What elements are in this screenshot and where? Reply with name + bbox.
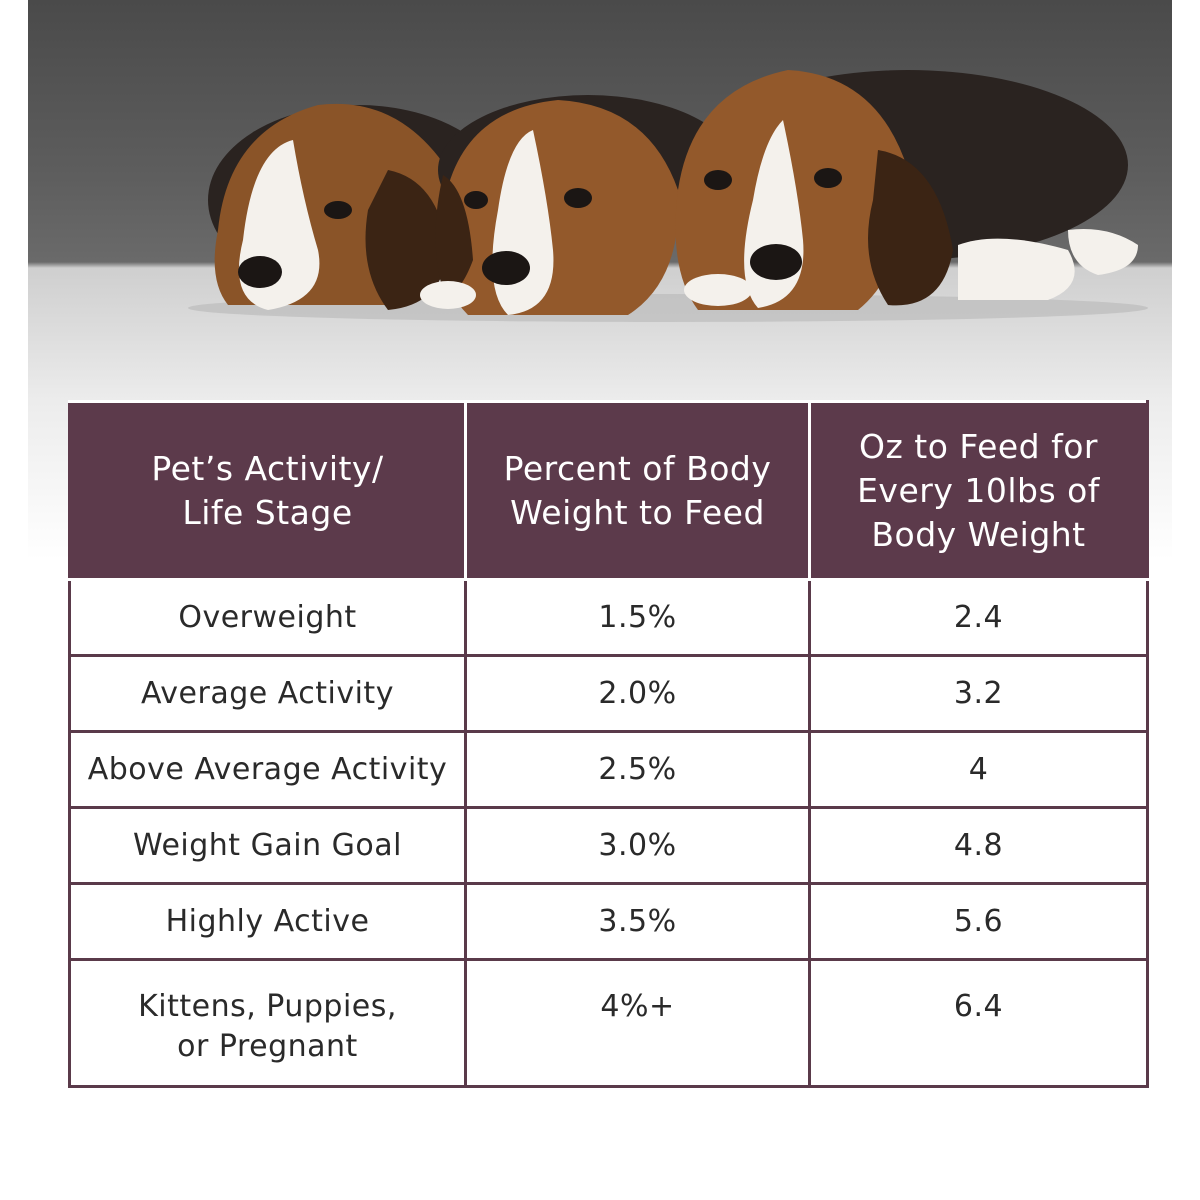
oz-cell: 3.2: [808, 654, 1149, 733]
puppy-left: [208, 103, 508, 310]
oz-cell: 4.8: [808, 806, 1149, 885]
table-row: Overweight 1.5% 2.4: [68, 578, 1149, 657]
table-row: Highly Active 3.5% 5.6: [68, 882, 1149, 961]
table-header-row: Pet’s Activity/ Life Stage Percent of Bo…: [68, 400, 1149, 581]
oz-cell: 4: [808, 730, 1149, 809]
percent-cell: 2.5%: [464, 730, 811, 809]
stage-cell: Overweight: [68, 578, 467, 657]
table-row: Weight Gain Goal 3.0% 4.8: [68, 806, 1149, 885]
percent-cell: 4%+: [464, 958, 811, 1088]
table-row: Average Activity 2.0% 3.2: [68, 654, 1149, 733]
puppies-illustration: [188, 70, 1148, 322]
percent-cell: 3.5%: [464, 882, 811, 961]
header-percent-body-weight: Percent of Body Weight to Feed: [464, 400, 811, 581]
oz-cell: 5.6: [808, 882, 1149, 961]
header-oz-per-10lbs: Oz to Feed for Every 10lbs of Body Weigh…: [808, 400, 1149, 581]
stage-cell: Average Activity: [68, 654, 467, 733]
stage-cell: Weight Gain Goal: [68, 806, 467, 885]
puppy-middle: [420, 95, 738, 315]
percent-cell: 1.5%: [464, 578, 811, 657]
table-row: Above Average Activity 2.5% 4: [68, 730, 1149, 809]
stage-cell: Highly Active: [68, 882, 467, 961]
stage-cell: Kittens, Puppies, or Pregnant: [68, 958, 467, 1088]
oz-cell: 6.4: [808, 958, 1149, 1088]
puppy-right: [675, 70, 1138, 310]
table-row: Kittens, Puppies, or Pregnant 4%+ 6.4: [68, 958, 1149, 1088]
percent-cell: 2.0%: [464, 654, 811, 733]
oz-cell: 2.4: [808, 578, 1149, 657]
stage-cell: Above Average Activity: [68, 730, 467, 809]
feeding-table: Pet’s Activity/ Life Stage Percent of Bo…: [68, 400, 1149, 1088]
header-activity-stage: Pet’s Activity/ Life Stage: [68, 400, 467, 581]
puppies-photo: [28, 0, 1172, 560]
percent-cell: 3.0%: [464, 806, 811, 885]
